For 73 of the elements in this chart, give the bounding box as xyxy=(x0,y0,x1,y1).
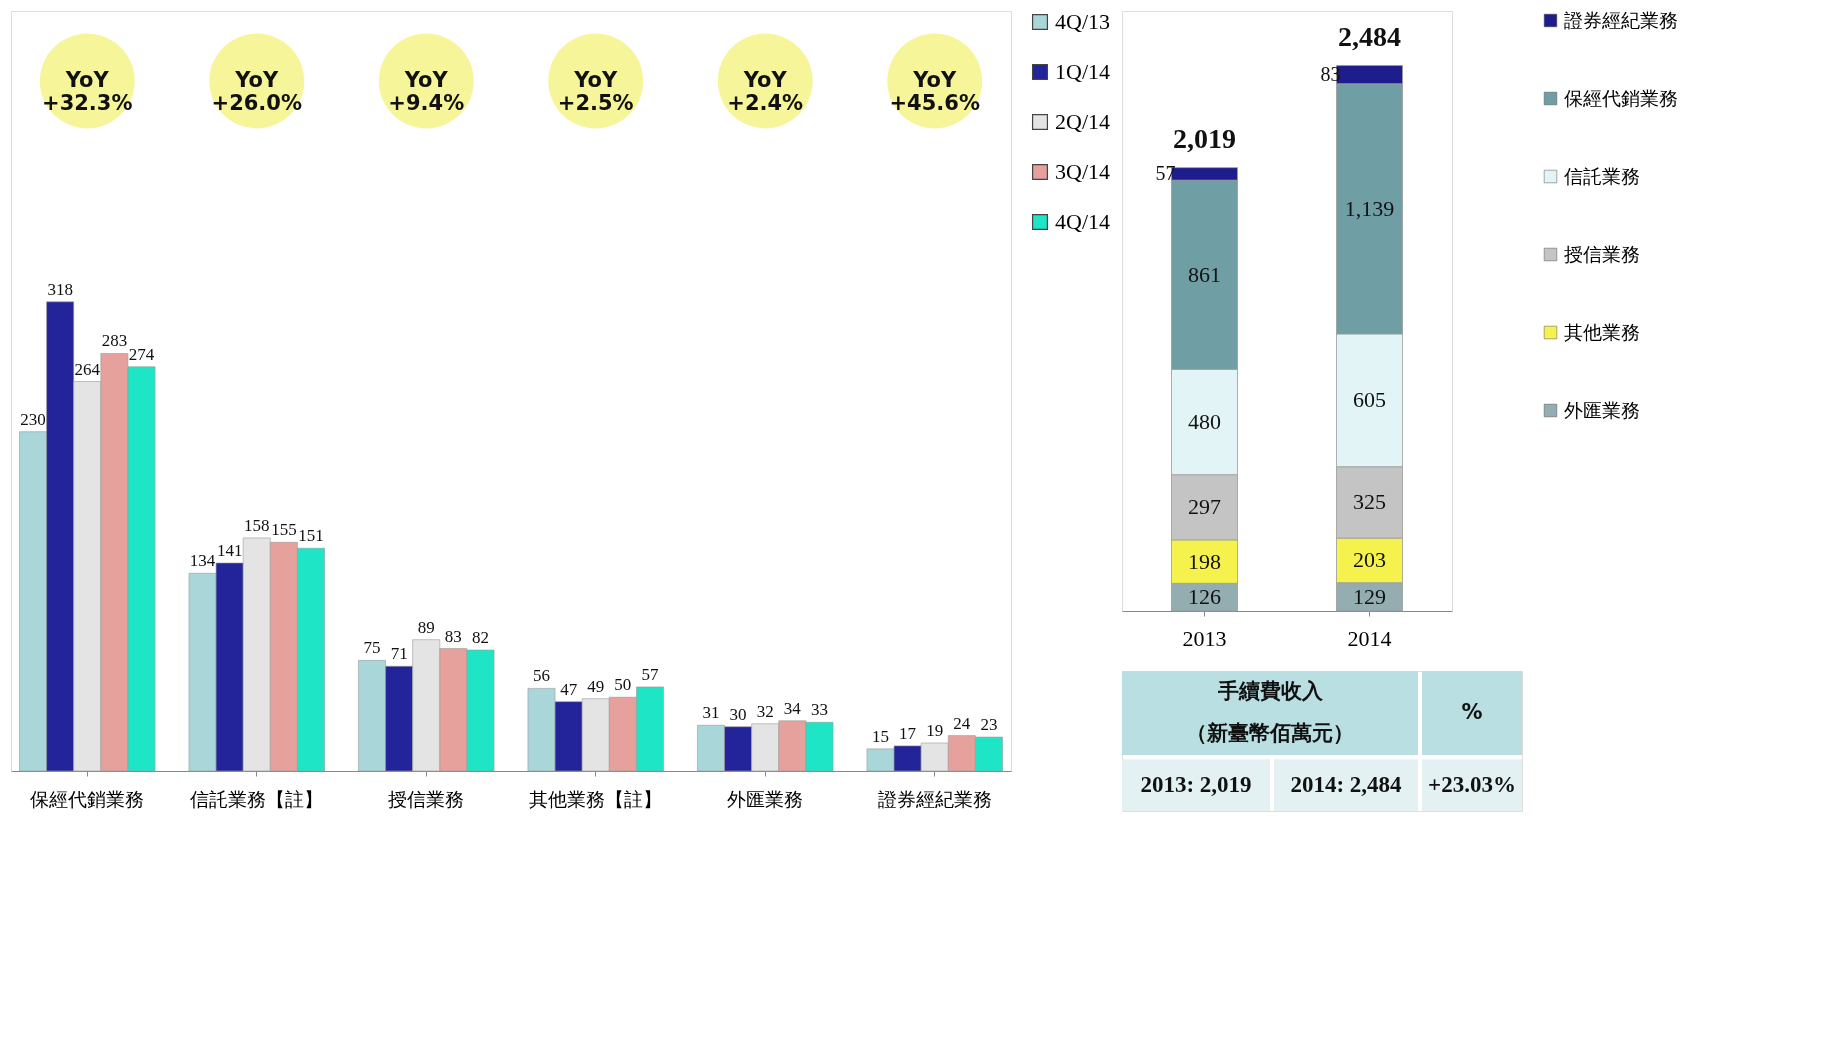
data-label: 605 xyxy=(1353,387,1386,413)
data-label: 134 xyxy=(189,551,216,571)
legend-label: 授信業務 xyxy=(1564,242,1640,265)
legend-label: 2Q/14 xyxy=(1055,109,1110,134)
data-label: 480 xyxy=(1188,408,1221,434)
data-label: 89 xyxy=(417,617,435,637)
legend-label: 保經代銷業務 xyxy=(1564,86,1678,109)
legend-label: 信託業務 xyxy=(1564,164,1640,187)
data-label: 861 xyxy=(1188,261,1221,287)
text: YoY +26.0% xyxy=(211,68,302,115)
data-label: 32 xyxy=(756,701,774,721)
x-tick-label: 外匯業務 xyxy=(727,788,804,810)
data-label: 19 xyxy=(926,720,944,740)
data-label: 126 xyxy=(1188,584,1221,610)
data-label: 75 xyxy=(363,638,381,658)
x-tick-label: 保經代銷業務 xyxy=(30,788,145,810)
data-label: 198 xyxy=(1188,548,1221,574)
data-label: 203 xyxy=(1353,547,1386,573)
legend-label: 其他業務 xyxy=(1564,320,1640,343)
data-label: 47 xyxy=(560,679,578,699)
data-label: 158 xyxy=(244,515,270,535)
data-label: 151 xyxy=(298,526,324,546)
data-label: 17 xyxy=(899,723,917,743)
x-tick-label: 2014 xyxy=(1347,625,1392,651)
x-tick-label: 授信業務 xyxy=(388,788,465,810)
data-label: 129 xyxy=(1353,583,1386,609)
text: YoY +9.4% xyxy=(388,68,465,115)
text: YoY +2.4% xyxy=(727,68,804,115)
data-label: 49 xyxy=(587,676,605,696)
text: （新臺幣佰萬元） xyxy=(1186,721,1354,745)
data-label: 24 xyxy=(953,713,971,733)
data-label: 34 xyxy=(783,698,802,718)
text: YoY +45.6% xyxy=(889,68,980,115)
data-label: 297 xyxy=(1188,494,1221,520)
data-label: 318 xyxy=(47,279,73,299)
x-tick-label: 其他業務【註】 xyxy=(529,788,663,810)
data-label: 1,139 xyxy=(1344,195,1395,221)
data-label: 141 xyxy=(216,540,243,560)
x-tick-label: 證券經紀業務 xyxy=(877,788,992,810)
data-label: 264 xyxy=(74,359,101,379)
legend-label: 3Q/14 xyxy=(1055,159,1110,184)
data-label: 283 xyxy=(101,331,128,351)
text: YoY +2.5% xyxy=(557,68,634,115)
text: 2014: 2,484 xyxy=(1290,772,1403,798)
x-tick-label: 信託業務【註】 xyxy=(190,788,324,810)
data-label: 57 xyxy=(641,664,659,684)
text: YoY +32.3% xyxy=(42,68,133,115)
legend-label: 1Q/14 xyxy=(1055,59,1110,84)
total-label: 2,484 xyxy=(1338,20,1401,52)
data-label: 155 xyxy=(271,520,297,540)
text: 2013: 2,019 xyxy=(1140,772,1252,798)
total-label: 2,019 xyxy=(1173,122,1236,154)
x-tick-label: 2013 xyxy=(1182,625,1227,651)
text: 手續費收入 xyxy=(1216,679,1324,703)
data-label: 56 xyxy=(533,666,551,686)
text: % xyxy=(1461,700,1483,724)
data-label: 71 xyxy=(390,644,408,664)
legend-label: 證券經紀業務 xyxy=(1564,8,1678,31)
data-label: 31 xyxy=(702,703,720,723)
data-label: 23 xyxy=(980,715,998,735)
data-label: 325 xyxy=(1353,489,1386,515)
data-label: 82 xyxy=(471,628,489,648)
data-label: 30 xyxy=(729,704,747,724)
legend-label: 外匯業務 xyxy=(1564,398,1640,421)
data-label: 274 xyxy=(128,344,155,364)
legend-label: 4Q/14 xyxy=(1055,209,1110,234)
data-label: 15 xyxy=(871,726,889,746)
data-label: 83 xyxy=(444,626,462,646)
data-label: 230 xyxy=(20,409,46,429)
data-label: 33 xyxy=(810,700,828,720)
text: +23.03% xyxy=(1428,772,1516,798)
legend-label: 4Q/13 xyxy=(1055,9,1110,34)
data-label: 50 xyxy=(614,675,632,695)
